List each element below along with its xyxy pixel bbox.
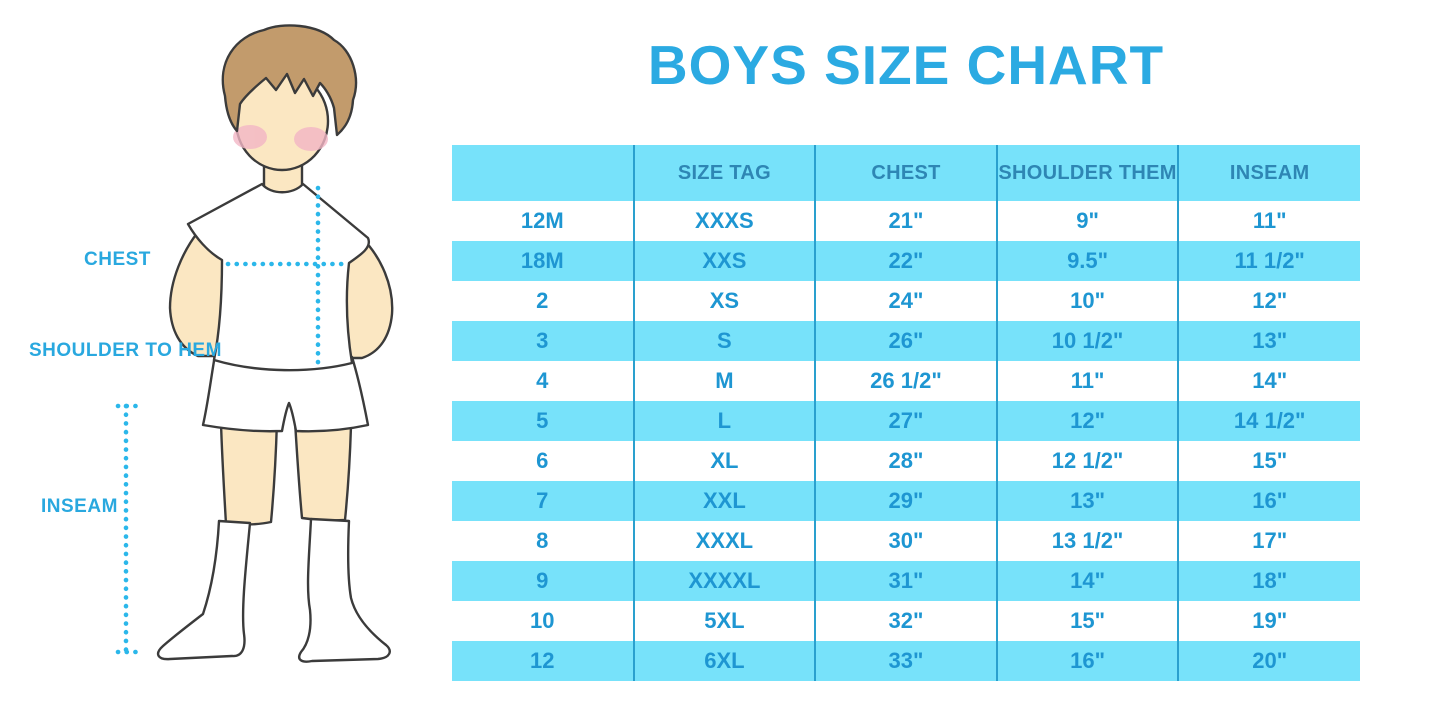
table-row: 8 XXXL 30" 13 1/2" 17"	[452, 521, 1360, 561]
size-cell: 22"	[814, 241, 997, 281]
page-title: BOYS SIZE CHART	[647, 34, 1165, 96]
size-cell: 17"	[1177, 521, 1360, 561]
column-header: SIZE TAG	[632, 145, 816, 201]
size-cell: 13"	[995, 481, 1179, 521]
table-row: 9 XXXXL 31" 14" 18"	[452, 561, 1360, 601]
column-header: SHOULDER THEM	[995, 145, 1179, 201]
boy-tshirt	[186, 182, 371, 372]
size-cell: XXXL	[632, 521, 816, 561]
table-row: 7 XXL 29" 13" 16"	[452, 481, 1360, 521]
size-cell: 12"	[995, 401, 1179, 441]
chest-label: CHEST	[84, 249, 151, 270]
size-cell: 13 1/2"	[995, 521, 1179, 561]
size-cell: 9	[452, 561, 634, 601]
size-chart-table: SIZE TAG CHEST SHOULDER THEM INSEAM 12M XXXS…	[452, 145, 1360, 681]
size-cell: XXL	[632, 481, 816, 521]
size-cell: L	[632, 401, 816, 441]
size-cell: 21"	[814, 201, 997, 241]
size-cell: 14 1/2"	[1177, 401, 1360, 441]
size-cell: 33"	[814, 641, 997, 681]
table-row: 12 6XL 33" 16" 20"	[452, 641, 1360, 681]
size-cell: 26 1/2"	[814, 361, 997, 401]
size-cell: XL	[632, 441, 816, 481]
column-header-empty	[452, 145, 634, 201]
table-row: 6 XL 28" 12 1/2" 15"	[452, 441, 1360, 481]
table-row: 2 XS 24" 10" 12"	[452, 281, 1360, 321]
boy-blush-left	[233, 125, 267, 149]
boy-hair	[221, 24, 358, 137]
size-cell: 14"	[1177, 361, 1360, 401]
size-cell: 11"	[1177, 201, 1360, 241]
size-cell: 4	[452, 361, 634, 401]
boy-right-thigh	[293, 419, 353, 522]
size-cell: 10"	[995, 281, 1179, 321]
table-row: 4 M 26 1/2" 11" 14"	[452, 361, 1360, 401]
size-cell: XXXXL	[632, 561, 816, 601]
size-cell: 9.5"	[995, 241, 1179, 281]
size-cell: XS	[632, 281, 816, 321]
size-cell: 24"	[814, 281, 997, 321]
size-cell: 15"	[995, 601, 1179, 641]
boy-illustration	[115, 24, 394, 663]
size-cell: 12"	[1177, 281, 1360, 321]
size-cell: 5XL	[632, 601, 816, 641]
size-cell: 32"	[814, 601, 997, 641]
size-cell: 6XL	[632, 641, 816, 681]
size-cell: 2	[452, 281, 634, 321]
size-cell: XXXS	[632, 201, 816, 241]
size-cell: 12 1/2"	[995, 441, 1179, 481]
size-cell: 18M	[452, 241, 634, 281]
size-cell: 20"	[1177, 641, 1360, 681]
size-cell: 12M	[452, 201, 634, 241]
size-cell: 5	[452, 401, 634, 441]
size-cell: S	[632, 321, 816, 361]
size-cell: 12	[452, 641, 634, 681]
column-header: CHEST	[814, 145, 997, 201]
size-cell: 16"	[995, 641, 1179, 681]
size-cell: 31"	[814, 561, 997, 601]
size-table-head: SIZE TAG CHEST SHOULDER THEM INSEAM	[452, 145, 1360, 201]
boy-right-sock	[298, 517, 391, 663]
size-cell: 26"	[814, 321, 997, 361]
size-cell: 11 1/2"	[1177, 241, 1360, 281]
size-cell: 18"	[1177, 561, 1360, 601]
inseam-label: INSEAM	[41, 496, 118, 517]
size-cell: M	[632, 361, 816, 401]
size-cell: 28"	[814, 441, 997, 481]
size-cell: 30"	[814, 521, 997, 561]
size-cell: 9"	[995, 201, 1179, 241]
size-cell: 10 1/2"	[995, 321, 1179, 361]
size-cell: 19"	[1177, 601, 1360, 641]
size-cell: 14"	[995, 561, 1179, 601]
table-row: 10 5XL 32" 15" 19"	[452, 601, 1360, 641]
size-cell: 16"	[1177, 481, 1360, 521]
size-cell: 13"	[1177, 321, 1360, 361]
shoulder-to-hem-label: SHOULDER TO HEM	[29, 340, 222, 361]
size-table-body: 12M XXXS 21" 9" 11" 18M XXS 22" 9.5" 11 1/2" 2 XS 24…	[452, 201, 1360, 681]
size-cell: 27"	[814, 401, 997, 441]
table-row: 5 L 27" 12" 14 1/2"	[452, 401, 1360, 441]
size-cell: XXS	[632, 241, 816, 281]
size-cell: 11"	[995, 361, 1179, 401]
boy-left-thigh	[219, 418, 279, 526]
size-cell: 3	[452, 321, 634, 361]
boy-left-sock	[156, 519, 252, 661]
boy-blush-right	[294, 127, 328, 151]
table-row: 18M XXS 22" 9.5" 11 1/2"	[452, 241, 1360, 281]
table-row: 3 S 26" 10 1/2" 13"	[452, 321, 1360, 361]
column-header: INSEAM	[1177, 145, 1360, 201]
size-cell: 10	[452, 601, 634, 641]
table-row: 12M XXXS 21" 9" 11"	[452, 201, 1360, 241]
size-cell: 29"	[814, 481, 997, 521]
boy-shorts	[201, 353, 370, 433]
size-cell: 7	[452, 481, 634, 521]
boy-measurement-figure: CHEST SHOULDER TO HEM INSEAM	[0, 0, 445, 723]
size-cell: 15"	[1177, 441, 1360, 481]
size-cell: 6	[452, 441, 634, 481]
header-row: SIZE TAG CHEST SHOULDER THEM INSEAM	[452, 145, 1360, 201]
size-cell: 8	[452, 521, 634, 561]
